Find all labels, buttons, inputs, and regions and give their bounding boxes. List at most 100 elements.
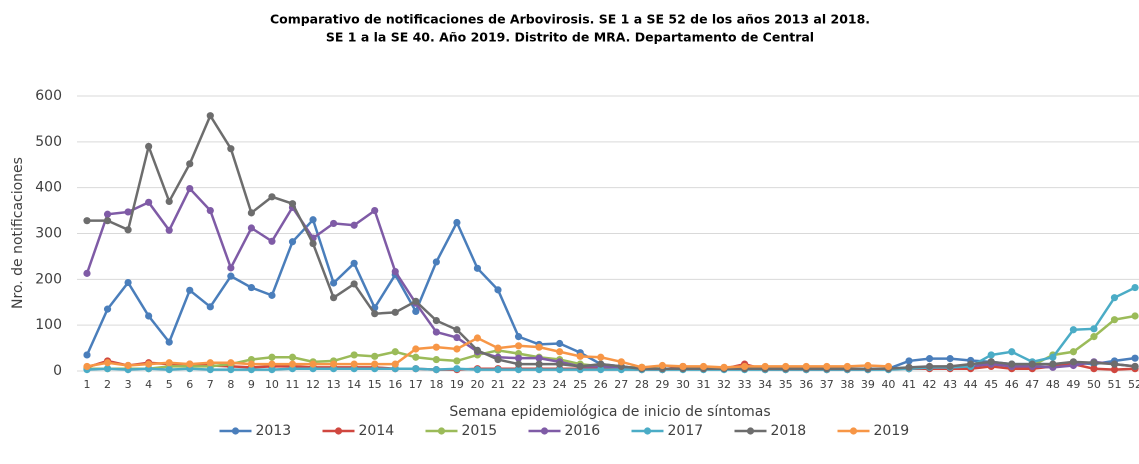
- data-point: [103, 217, 112, 225]
- data-point: [987, 358, 995, 366]
- data-point: [432, 328, 440, 336]
- legend-label: 2018: [771, 423, 807, 439]
- data-point: [453, 345, 461, 353]
- x-tick-label: 3: [125, 378, 132, 391]
- data-point: [412, 307, 420, 316]
- data-point: [1008, 348, 1016, 356]
- data-point: [268, 237, 276, 245]
- x-tick-label: 50: [1087, 378, 1101, 391]
- data-point: [514, 342, 523, 350]
- x-tick-label: 48: [1046, 378, 1060, 391]
- data-point: [288, 238, 297, 246]
- legend-label: 2017: [668, 423, 704, 439]
- x-tick-label: 52: [1128, 378, 1139, 391]
- data-point: [782, 362, 790, 371]
- data-point: [432, 366, 440, 374]
- data-point: [124, 208, 132, 216]
- data-point: [103, 365, 112, 373]
- x-tick-label: 23: [532, 378, 546, 391]
- data-point: [145, 198, 153, 206]
- legend-swatch: [643, 427, 652, 435]
- data-point: [761, 362, 769, 371]
- x-tick-label: 32: [717, 378, 731, 391]
- data-point: [1069, 358, 1077, 366]
- data-point: [165, 359, 173, 367]
- series-line: [86, 286, 1136, 371]
- legend-label: 2015: [462, 423, 498, 439]
- x-tick-label: 44: [964, 378, 978, 391]
- y-tick-label: 300: [35, 226, 62, 242]
- data-point: [165, 366, 173, 374]
- x-tick-label: 49: [1066, 378, 1080, 391]
- data-point: [884, 362, 893, 371]
- data-point: [905, 363, 913, 371]
- x-tick-label: 15: [368, 378, 382, 391]
- data-point: [453, 357, 461, 365]
- data-point: [83, 351, 91, 359]
- data-point: [514, 360, 523, 368]
- data-point: [823, 362, 831, 371]
- data-point: [103, 210, 112, 218]
- data-point: [679, 362, 687, 371]
- x-tick-label: 39: [861, 378, 875, 391]
- y-tick-label: 600: [35, 88, 62, 104]
- data-point: [247, 209, 255, 217]
- data-point: [83, 362, 91, 371]
- data-point: [1131, 354, 1139, 362]
- data-point: [227, 145, 235, 153]
- data-point: [288, 353, 297, 361]
- data-point: [124, 361, 132, 370]
- x-tick-label: 18: [429, 378, 443, 391]
- data-point: [556, 348, 564, 356]
- legend-swatch: [334, 427, 343, 435]
- data-point: [412, 353, 420, 361]
- data-point: [145, 360, 153, 368]
- data-point: [699, 362, 708, 371]
- legend-label: 2019: [874, 423, 910, 439]
- x-tick-label: 27: [614, 378, 628, 391]
- data-point: [330, 219, 338, 228]
- x-tick-label: 30: [676, 378, 690, 391]
- y-tick-label: 500: [35, 134, 62, 150]
- data-point: [309, 216, 317, 224]
- data-point: [1131, 312, 1139, 320]
- data-point: [473, 334, 482, 342]
- data-point: [741, 362, 749, 371]
- data-point: [165, 338, 173, 346]
- x-tick-label: 42: [923, 378, 937, 391]
- data-point: [247, 366, 255, 374]
- data-point: [576, 352, 584, 360]
- data-point: [514, 333, 523, 341]
- x-tick-label: 41: [902, 378, 916, 391]
- data-point: [925, 355, 934, 363]
- data-point: [268, 360, 276, 368]
- data-point: [350, 351, 358, 359]
- data-point: [350, 221, 358, 229]
- data-point: [1090, 365, 1098, 373]
- data-point: [227, 359, 235, 367]
- data-point: [124, 226, 132, 234]
- data-point: [145, 142, 153, 151]
- data-point: [83, 217, 91, 225]
- data-point: [597, 360, 605, 368]
- y-tick-label: 400: [35, 180, 62, 196]
- data-point: [597, 366, 605, 374]
- data-point: [227, 272, 235, 280]
- data-point: [1008, 360, 1016, 368]
- data-point: [453, 365, 461, 373]
- data-point: [453, 326, 461, 334]
- data-point: [165, 197, 173, 206]
- x-tick-label: 43: [943, 378, 957, 391]
- data-point: [494, 344, 502, 352]
- data-point: [535, 360, 543, 368]
- data-point: [371, 310, 379, 318]
- legend-label: 2013: [256, 423, 292, 439]
- series-line: [87, 113, 1136, 370]
- x-tick-label: 20: [470, 378, 484, 391]
- data-point: [186, 360, 194, 368]
- data-point: [83, 269, 91, 277]
- x-tick-label: 19: [450, 378, 464, 391]
- legend-swatch: [437, 427, 446, 435]
- legend-swatch: [540, 427, 549, 435]
- x-tick-label: 2: [104, 378, 111, 391]
